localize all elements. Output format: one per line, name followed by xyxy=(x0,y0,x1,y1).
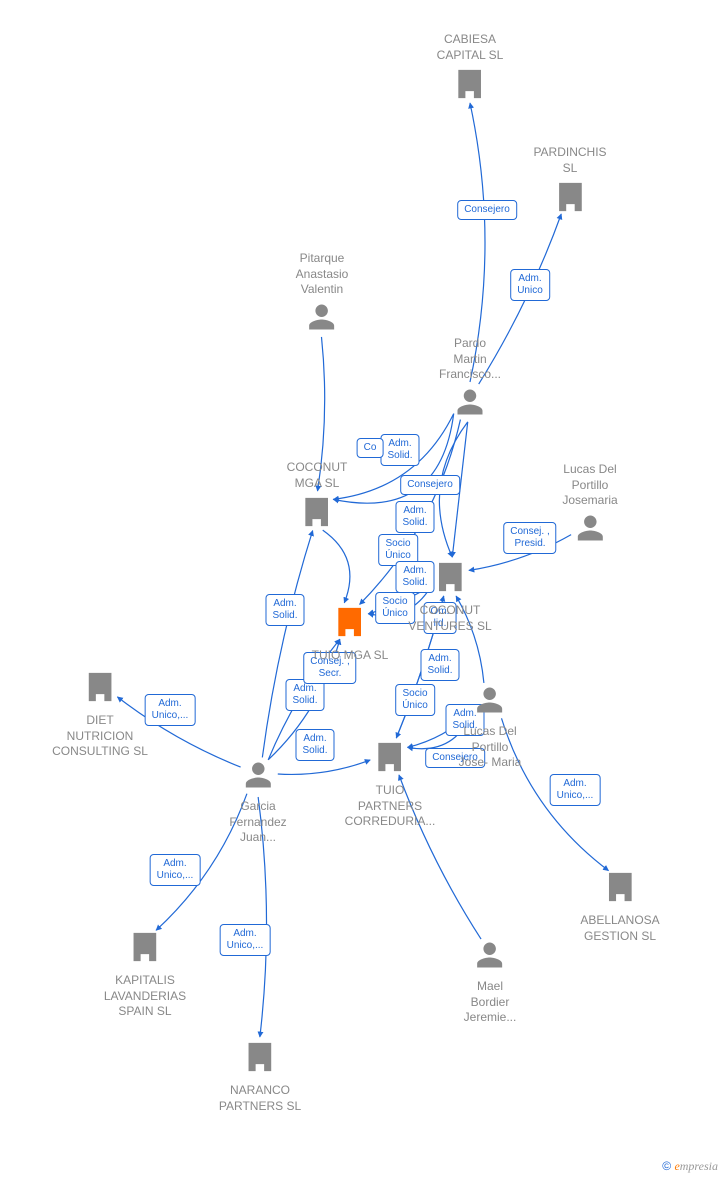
edge-label: Consejero xyxy=(457,200,517,220)
building-icon xyxy=(83,670,117,704)
edge-label: Adm. Solid. xyxy=(295,729,334,761)
node-diet[interactable]: DIET NUTRICION CONSULTING SL xyxy=(52,670,148,760)
node-label: Pardo Martin Francisco... xyxy=(439,336,501,383)
edge-label: Adm. Unico,... xyxy=(150,854,201,886)
edge-label: Socio Único xyxy=(395,684,435,716)
person-icon xyxy=(455,387,485,417)
copyright-symbol: © xyxy=(662,1159,671,1173)
node-label: Pitarque Anastasio Valentin xyxy=(296,251,349,298)
edge-path xyxy=(323,530,350,603)
node-tuiomga[interactable]: TUIO MGA SL xyxy=(312,605,389,664)
node-label: CABIESA CAPITAL SL xyxy=(437,32,504,63)
node-naranco[interactable]: NARANCO PARTNERS SL xyxy=(219,1040,301,1114)
building-icon xyxy=(128,930,162,964)
brand-rest: mpresia xyxy=(680,1159,718,1173)
building-icon xyxy=(433,560,467,594)
person-icon xyxy=(475,685,505,715)
edge-label: Consejero xyxy=(400,475,460,495)
building-icon xyxy=(300,495,334,529)
node-label: PARDINCHIS SL xyxy=(533,145,606,176)
edge-label: Adm. Solid. xyxy=(265,594,304,626)
node-coconutven[interactable]: COCONUT VENTURES SL xyxy=(408,560,491,634)
node-abellanosa[interactable]: ABELLANOSA GESTION SL xyxy=(580,870,659,944)
node-pardo[interactable]: Pardo Martin Francisco... xyxy=(439,336,501,422)
edge-label: Consej. , Presid. xyxy=(503,522,556,554)
node-label: ABELLANOSA GESTION SL xyxy=(580,913,659,944)
node-pitarque[interactable]: Pitarque Anastasio Valentin xyxy=(296,251,349,337)
edge-label: Co xyxy=(357,438,384,458)
node-label: TUIO MGA SL xyxy=(312,648,389,664)
node-label: DIET NUTRICION CONSULTING SL xyxy=(52,713,148,760)
node-label: Mael Bordier Jeremie... xyxy=(464,979,517,1026)
building-icon xyxy=(603,870,637,904)
node-label: TUIO PARTNERS CORREDURIA... xyxy=(345,783,436,830)
node-label: Lucas Del Portillo Jose- Maria xyxy=(459,724,522,771)
building-icon xyxy=(453,67,487,101)
edge-label: Adm. Solid. xyxy=(420,649,459,681)
node-mael[interactable]: Mael Bordier Jeremie... xyxy=(464,940,517,1026)
person-icon xyxy=(575,513,605,543)
node-label: KAPITALIS LAVANDERIAS SPAIN SL xyxy=(104,973,186,1020)
node-tuiopart[interactable]: TUIO PARTNERS CORREDURIA... xyxy=(345,740,436,830)
person-icon xyxy=(307,302,337,332)
node-kapitalis[interactable]: KAPITALIS LAVANDERIAS SPAIN SL xyxy=(104,930,186,1020)
node-label: COCONUT MGA SL xyxy=(287,460,348,491)
node-garcia[interactable]: Garcia Fernandez Juan... xyxy=(229,760,286,846)
node-lucasjose[interactable]: Lucas Del Portillo Jose- Maria xyxy=(459,685,522,771)
edge-label: Adm. Solid. xyxy=(395,501,434,533)
edge-label: Adm. Unico,... xyxy=(220,924,271,956)
node-pardinchis[interactable]: PARDINCHIS SL xyxy=(533,145,606,219)
credit: © empresia xyxy=(662,1159,718,1174)
node-cabiesa[interactable]: CABIESA CAPITAL SL xyxy=(437,32,504,106)
building-icon xyxy=(243,1040,277,1074)
building-icon xyxy=(373,740,407,774)
edge-label: Adm. Solid. xyxy=(380,434,419,466)
node-label: Garcia Fernandez Juan... xyxy=(229,799,286,846)
node-label: NARANCO PARTNERS SL xyxy=(219,1083,301,1114)
node-label: Lucas Del Portillo Josemaria xyxy=(562,462,617,509)
edge-label: Adm. Unico xyxy=(510,269,550,301)
edge-path xyxy=(262,531,312,758)
person-icon xyxy=(243,760,273,790)
building-icon xyxy=(553,180,587,214)
edge-label: Adm. Unico,... xyxy=(145,694,196,726)
node-lucasjm[interactable]: Lucas Del Portillo Josemaria xyxy=(562,462,617,548)
node-coconutmga[interactable]: COCONUT MGA SL xyxy=(287,460,348,534)
edge-label: Adm. Unico,... xyxy=(550,774,601,806)
building-icon xyxy=(333,605,367,639)
person-icon xyxy=(475,940,505,970)
node-label: COCONUT VENTURES SL xyxy=(408,603,491,634)
